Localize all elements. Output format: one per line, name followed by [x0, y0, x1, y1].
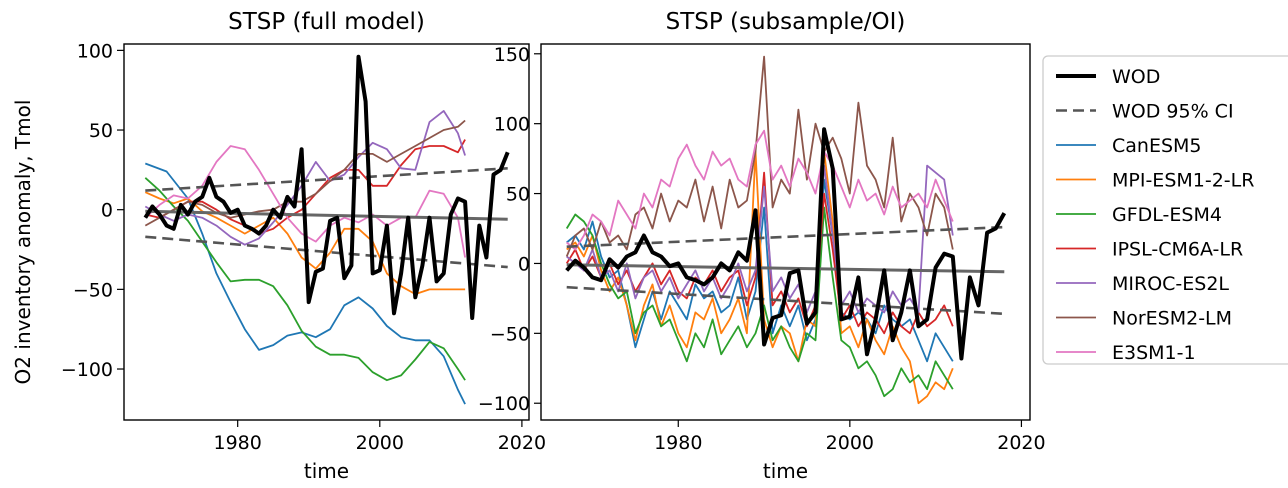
panel-full-model: STSP (full model) 1980 2000 2020 −100 −50 0 50 1… — [61, 9, 546, 483]
y-tick-label: −50 — [73, 279, 113, 301]
series-line-canesm5 — [144, 162, 466, 405]
x-tick-label: 2000 — [826, 432, 874, 454]
ci-upper-line — [145, 167, 508, 192]
ci-lower-line — [566, 285, 1005, 316]
series-line-gfdl-esm4 — [565, 206, 954, 398]
series-line-gfdl-esm4 — [144, 177, 466, 382]
series-line-noresm2-lm — [565, 55, 954, 257]
legend-label-miroc-es2l: MIROC-ES2L — [1112, 273, 1229, 295]
chart-title: STSP (full model) — [228, 9, 425, 35]
legend-label-e3sm1-1: E3SM1-1 — [1112, 342, 1196, 364]
plot-area — [143, 54, 510, 405]
series-line-wod — [565, 127, 1007, 361]
x-tick-label: 1980 — [654, 432, 702, 454]
axes-frame — [123, 43, 530, 421]
legend: WOD WOD 95% CI CanESM5 MPI-ESM1-2-LR GFDL-ES… — [1042, 55, 1288, 365]
legend-label-mpi-esm1-2-lr: MPI-ESM1-2-LR — [1112, 170, 1254, 192]
legend-label-wod-95-ci: WOD 95% CI — [1112, 101, 1234, 123]
y-tick-label: −100 — [478, 393, 530, 415]
y-tick-label: 50 — [89, 120, 113, 142]
ci-lower-line — [145, 235, 508, 269]
legend-label-wod: WOD — [1112, 66, 1160, 88]
panel-subsample: STSP (subsample/OI) 1980 2000 2020 −100 −50 0 5… — [478, 9, 1046, 483]
trend-line — [566, 263, 1005, 274]
chart-title: STSP (subsample/OI) — [666, 9, 906, 35]
y-tick-label: 100 — [494, 114, 530, 136]
x-tick-label: 2000 — [356, 432, 404, 454]
x-tick-label: 2020 — [997, 432, 1045, 454]
axes-frame — [540, 43, 1031, 421]
series-line-wod — [143, 54, 510, 320]
legend-label-noresm2-lm: NorESM2-LM — [1112, 308, 1232, 330]
legend-box — [1042, 55, 1288, 365]
x-axis-label: time — [304, 459, 349, 483]
y-tick-label: −100 — [61, 359, 113, 381]
y-tick-label: 50 — [506, 184, 530, 206]
trend-line — [145, 209, 508, 221]
series-line-miroc-es2l — [144, 110, 466, 246]
legend-label-canesm5: CanESM5 — [1112, 135, 1202, 157]
y-tick-label: −50 — [490, 323, 530, 345]
series-line-e3sm1-1 — [566, 129, 954, 251]
series-line-ipsl-cm6a-lr — [145, 139, 466, 235]
x-tick-label: 1980 — [214, 432, 262, 454]
x-axis-label: time — [763, 459, 808, 483]
y-tick-label: 0 — [518, 253, 530, 275]
y-axis-label: O2 inventory anomaly, Tmol — [11, 100, 35, 385]
plot-area — [565, 55, 1007, 405]
series-line-noresm2-lm — [144, 119, 466, 227]
y-tick-label: 100 — [77, 40, 113, 62]
legend-label-ipsl-cm6a-lr: IPSL-CM6A-LR — [1112, 239, 1243, 261]
y-tick-label: 150 — [494, 44, 530, 66]
x-tick-label: 2020 — [498, 432, 546, 454]
legend-label-gfdl-esm4: GFDL-ESM4 — [1112, 204, 1222, 226]
y-tick-label: 0 — [101, 200, 113, 222]
